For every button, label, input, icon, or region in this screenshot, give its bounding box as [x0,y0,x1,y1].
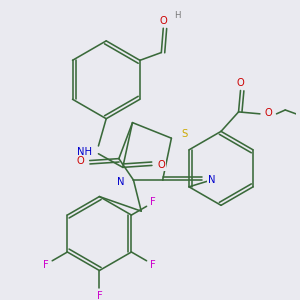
Text: F: F [43,260,48,270]
Text: O: O [265,108,273,118]
Text: N: N [208,175,215,185]
Text: F: F [151,260,156,270]
Text: O: O [76,156,84,166]
Text: NH: NH [77,147,92,157]
Text: N: N [117,177,124,187]
Text: O: O [159,16,167,26]
Text: S: S [181,129,187,139]
Text: F: F [97,291,102,300]
Text: O: O [237,78,244,88]
Text: H: H [174,11,180,20]
Text: F: F [151,197,156,207]
Text: O: O [158,160,166,170]
